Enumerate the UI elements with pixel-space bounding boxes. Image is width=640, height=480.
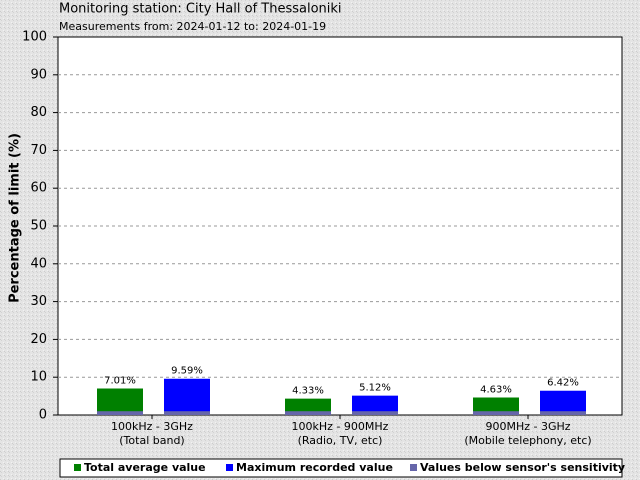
sensitivity-bar	[164, 411, 210, 415]
value-label: 4.63%	[480, 384, 512, 395]
bar	[164, 378, 210, 415]
legend	[59, 458, 623, 478]
y-tick-label: 10	[30, 370, 47, 385]
chart-subtitle: Measurements from: 2024-01-12 to: 2024-0…	[59, 20, 326, 33]
legend-label: Maximum recorded value	[236, 461, 393, 474]
x-tick-label: 100kHz - 3GHz	[111, 420, 193, 433]
sensitivity-bar	[285, 411, 331, 415]
sensitivity-bar	[97, 411, 143, 415]
sensitivity-bar	[540, 411, 586, 415]
legend-swatch	[74, 464, 81, 471]
y-tick-label: 20	[30, 332, 47, 347]
y-tick-label: 80	[30, 105, 47, 120]
legend-label: Total average value	[84, 461, 206, 474]
x-tick-label: (Total band)	[119, 434, 184, 447]
y-tick-label: 30	[30, 294, 47, 309]
y-tick-label: 90	[30, 67, 47, 82]
value-label: 5.12%	[359, 383, 391, 394]
sensitivity-bar	[352, 411, 398, 415]
y-axis-label: Percentage of limit (%)	[8, 133, 23, 303]
y-tick-label: 40	[30, 256, 47, 271]
legend-label: Values below sensor's sensitivity	[420, 461, 625, 474]
y-tick-label: 100	[22, 30, 47, 45]
x-tick-label: 100kHz - 900MHz	[292, 420, 389, 433]
y-tick-label: 50	[30, 219, 47, 234]
y-tick-label: 70	[30, 143, 47, 158]
x-tick-label: 900MHz - 3GHz	[485, 420, 570, 433]
legend-swatch	[226, 464, 233, 471]
value-label: 6.42%	[547, 378, 579, 389]
value-label: 7.01%	[104, 376, 136, 387]
bar	[285, 398, 331, 415]
y-tick-label: 60	[30, 181, 47, 196]
bar	[540, 390, 586, 415]
value-label: 9.59%	[171, 366, 203, 377]
bar	[473, 397, 519, 415]
x-tick-label: (Mobile telephony, etc)	[464, 434, 591, 447]
value-label: 4.33%	[292, 386, 324, 397]
sensitivity-bar	[473, 411, 519, 415]
x-tick-label: (Radio, TV, etc)	[298, 434, 383, 447]
bar	[352, 395, 398, 415]
y-tick-label: 0	[39, 408, 47, 423]
legend-swatch	[410, 464, 417, 471]
bar	[97, 388, 143, 415]
chart-title: Monitoring station: City Hall of Thessal…	[59, 2, 342, 17]
